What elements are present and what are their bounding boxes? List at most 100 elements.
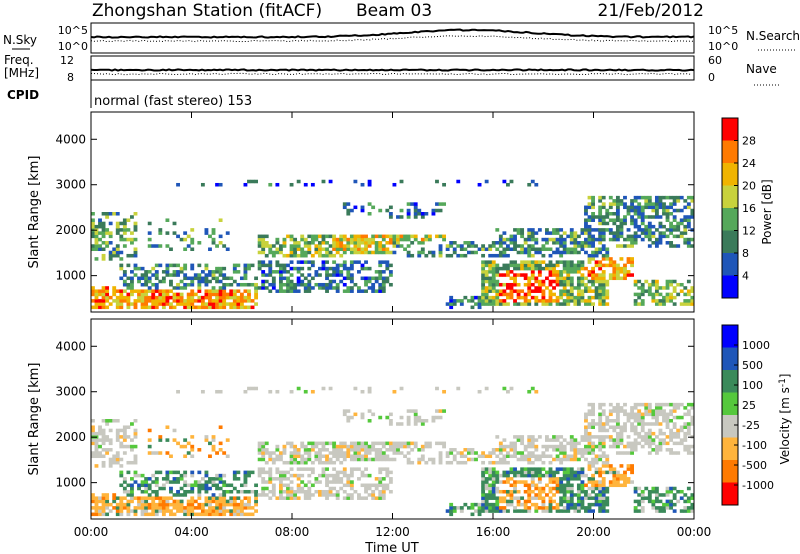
power-cell xyxy=(140,295,145,300)
velocity-cell xyxy=(683,422,688,426)
velocity-cell xyxy=(360,441,365,446)
velocity-cell xyxy=(289,451,294,455)
velocity-cell xyxy=(126,444,131,449)
power-cell xyxy=(293,253,298,258)
velocity-cell xyxy=(342,496,347,500)
velocity-cell xyxy=(534,506,539,510)
velocity-cell xyxy=(630,406,634,410)
velocity-cell xyxy=(268,451,273,455)
velocity-cell xyxy=(218,486,223,491)
velocity-cell xyxy=(98,506,102,510)
velocity-cell xyxy=(647,422,652,426)
power-cell xyxy=(321,282,326,287)
power-cell xyxy=(633,237,638,242)
power-cell xyxy=(615,270,620,274)
colorbar-swatch xyxy=(722,140,738,163)
velocity-cell xyxy=(672,509,677,513)
power-cell xyxy=(527,263,532,268)
velocity-cell xyxy=(477,509,482,513)
velocity-cell xyxy=(605,502,610,507)
velocity-cell xyxy=(662,409,666,413)
power-cell xyxy=(239,305,244,310)
power-cell xyxy=(250,305,255,310)
power-cell xyxy=(690,302,695,306)
power-cell xyxy=(651,295,656,300)
power-cell xyxy=(569,270,574,274)
power-cell xyxy=(654,241,659,245)
velocity-cell xyxy=(225,509,230,513)
power-cell xyxy=(435,179,439,184)
velocity-cell xyxy=(325,441,329,446)
velocity-cell xyxy=(662,415,666,420)
velocity-cell xyxy=(481,480,486,484)
velocity-cell xyxy=(378,480,383,484)
power-cell xyxy=(296,241,301,245)
velocity-cell xyxy=(598,444,603,449)
velocity-cell xyxy=(229,496,234,500)
velocity-cell xyxy=(527,438,532,442)
power-cell xyxy=(108,221,113,226)
velocity-cell xyxy=(449,448,454,452)
power-cell xyxy=(325,266,329,271)
power-cell xyxy=(633,212,638,216)
power-cell xyxy=(190,282,195,287)
velocity-cell xyxy=(268,470,273,475)
power-cell xyxy=(130,286,134,290)
velocity-cell xyxy=(278,477,283,481)
power-cell xyxy=(594,215,599,219)
velocity-cell xyxy=(300,480,305,484)
power-cell xyxy=(250,299,255,303)
power-cell xyxy=(679,195,684,200)
velocity-cell xyxy=(278,454,283,459)
power-cell xyxy=(381,282,386,287)
power-cell xyxy=(339,247,344,252)
velocity-cell xyxy=(665,499,670,504)
power-cell xyxy=(360,250,365,255)
power-cell xyxy=(502,263,507,268)
power-cell xyxy=(477,247,482,252)
velocity-cell xyxy=(328,441,333,446)
velocity-cell xyxy=(289,486,294,491)
power-cell xyxy=(232,305,237,310)
power-cell xyxy=(679,302,684,306)
power-cell xyxy=(403,247,407,252)
power-cell xyxy=(601,247,606,252)
velocity-cell xyxy=(584,493,588,497)
velocity-cell xyxy=(154,470,159,475)
velocity-cell xyxy=(555,444,560,449)
velocity-cell xyxy=(559,502,564,507)
power-cell xyxy=(360,266,365,271)
velocity-cell xyxy=(133,419,138,423)
velocity-cell xyxy=(438,409,443,413)
velocity-cell xyxy=(346,454,351,459)
power-cell xyxy=(211,270,216,274)
power-cell xyxy=(584,224,588,229)
velocity-cell xyxy=(658,412,663,417)
velocity-cell xyxy=(612,428,617,433)
velocity-cell xyxy=(683,444,688,449)
velocity-cell xyxy=(548,470,553,475)
velocity-cell xyxy=(399,441,404,446)
velocity-cell xyxy=(94,448,99,452)
velocity-cell xyxy=(236,496,241,500)
power-cell xyxy=(633,234,638,239)
velocity-cell xyxy=(491,509,496,513)
sky-panel: N.Sky 10^5 10^0 10^5 10^0 N.Search xyxy=(3,22,800,54)
power-cell xyxy=(569,282,574,287)
velocity-cell xyxy=(520,435,525,439)
velocity-cell xyxy=(608,409,613,413)
velocity-cell xyxy=(332,448,337,452)
power-cell xyxy=(286,276,290,281)
power-cell xyxy=(672,302,677,306)
power-cell xyxy=(591,253,595,258)
power-cell xyxy=(328,244,333,248)
velocity-cell xyxy=(552,493,556,497)
velocity-cell xyxy=(683,506,688,510)
power-cell xyxy=(406,234,411,239)
power-cell xyxy=(385,208,390,213)
velocity-cell xyxy=(364,457,368,462)
power-cell xyxy=(580,282,585,287)
power-cell xyxy=(619,234,624,239)
velocity-cell xyxy=(374,496,379,500)
power-cell xyxy=(633,302,638,306)
